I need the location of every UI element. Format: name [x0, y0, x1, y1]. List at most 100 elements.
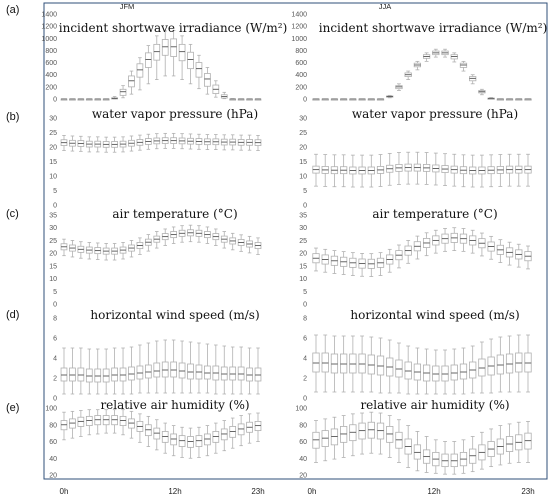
y-tick-label: 20: [49, 473, 57, 480]
x-tick-label: 12h: [427, 487, 440, 496]
y-tick-label: 0: [303, 203, 307, 210]
box: [404, 361, 412, 380]
box: [69, 367, 76, 382]
y-tick-label: 0: [53, 396, 57, 403]
box: [478, 358, 486, 377]
panel-title: air temperature (°C): [112, 207, 237, 221]
y-tick-label: 40: [299, 456, 307, 463]
box: [450, 364, 458, 381]
y-tick-label: 100: [295, 406, 307, 413]
panel-hum-jja: 20 40 60 80 100 relative air humidity (%): [295, 398, 532, 480]
box: [432, 365, 440, 382]
column-header: JJA: [379, 2, 392, 11]
box: [85, 368, 93, 383]
panel-title: incident shortwave irradiance (W/m²): [59, 21, 288, 35]
x-tick-label: 23h: [251, 487, 264, 496]
y-tick-label: 800: [45, 48, 57, 55]
y-tick-label: 60: [49, 439, 57, 446]
y-tick-label: 15: [299, 263, 307, 270]
box: [187, 363, 194, 380]
box: [376, 355, 385, 376]
y-tick-label: 15: [299, 159, 307, 166]
y-tick-label: 0: [53, 302, 57, 309]
y-tick-label: 1000: [291, 36, 307, 43]
y-tick-label: 0: [53, 97, 57, 104]
y-tick-label: 4: [303, 356, 307, 363]
box: [153, 43, 161, 61]
y-tick-label: 2: [53, 376, 57, 383]
y-tick-label: 20: [49, 145, 57, 152]
box: [229, 366, 237, 381]
box: [136, 365, 144, 380]
box: [144, 364, 152, 379]
box: [119, 367, 127, 382]
y-tick-label: 0: [53, 203, 57, 210]
box: [204, 365, 211, 380]
box: [340, 353, 348, 374]
row-label: (c): [6, 208, 19, 220]
y-tick-label: 0: [303, 97, 307, 104]
y-tick-label: 20: [49, 251, 57, 258]
box: [349, 353, 357, 374]
y-tick-label: 1000: [41, 36, 57, 43]
panel-title: horizontal wind speed (m/s): [350, 308, 519, 322]
y-tick-label: 20: [299, 473, 307, 480]
box: [195, 62, 203, 78]
box: [94, 368, 102, 383]
y-tick-label: 15: [49, 159, 57, 166]
box: [136, 63, 144, 78]
y-tick-label: 30: [49, 116, 57, 123]
box: [395, 359, 403, 378]
box: [161, 361, 169, 378]
box: [459, 363, 468, 380]
y-tick-label: 10: [299, 174, 307, 181]
box: [144, 52, 152, 68]
y-tick-label: 20: [299, 145, 307, 152]
box: [358, 353, 366, 374]
y-tick-label: 6: [53, 336, 57, 343]
column-headers: JFM JJA: [120, 2, 392, 11]
box: [505, 353, 514, 374]
y-tick-label: 400: [45, 72, 57, 79]
panel-vap-jja: 0 5 10 15 20 25 30 water vapor pressure (hPa): [299, 107, 532, 210]
box: [246, 367, 253, 382]
panel-title: water vapor pressure (hPa): [352, 107, 518, 121]
y-tick-label: 800: [295, 48, 307, 55]
y-tick-label: 10: [299, 276, 307, 283]
box: [441, 365, 449, 382]
panel-title: air temperature (°C): [372, 207, 497, 221]
box: [330, 353, 339, 374]
box: [128, 366, 135, 381]
panel-title: horizontal wind speed (m/s): [90, 308, 259, 322]
y-tick-label: 8: [303, 316, 307, 323]
y-tick-label: 200: [295, 84, 307, 91]
panel-irr-jja: 0 200 400 600 800 1000 1200 1400 incident shortw…: [291, 12, 547, 104]
y-tick-label: 2: [303, 376, 307, 383]
box: [321, 352, 329, 373]
row-labels: (a) (b) (c) (d) (e): [6, 4, 19, 414]
x-tick-label: 12h: [168, 487, 181, 496]
y-tick-label: 600: [295, 60, 307, 67]
y-tick-label: 1200: [41, 24, 57, 31]
y-tick-label: 1400: [291, 12, 307, 19]
y-tick-label: 35: [49, 213, 57, 220]
box: [77, 367, 85, 382]
box: [119, 88, 127, 96]
row-label: (e): [6, 402, 19, 414]
x-tick-label: 0h: [60, 487, 69, 496]
box: [102, 368, 110, 383]
y-tick-label: 5: [53, 289, 57, 296]
box: [153, 362, 161, 378]
y-tick-label: 30: [299, 116, 307, 123]
x-tick-label: 23h: [521, 487, 534, 496]
box: [161, 39, 169, 56]
box: [170, 38, 178, 57]
box: [220, 366, 228, 381]
y-tick-label: 15: [49, 263, 57, 270]
y-tick-label: 25: [49, 238, 57, 245]
panel-wind-jja: 0 2 4 6 8 horizontal wind speed (m/s): [303, 308, 532, 403]
y-tick-label: 25: [49, 130, 57, 137]
